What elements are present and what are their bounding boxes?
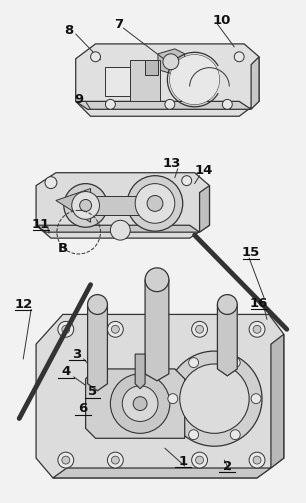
Circle shape bbox=[189, 430, 199, 440]
Text: 8: 8 bbox=[64, 24, 73, 37]
Polygon shape bbox=[130, 60, 160, 102]
Circle shape bbox=[111, 456, 119, 464]
Text: 12: 12 bbox=[14, 298, 32, 311]
Circle shape bbox=[165, 100, 175, 109]
Circle shape bbox=[170, 55, 219, 104]
Circle shape bbox=[196, 456, 203, 464]
Circle shape bbox=[122, 386, 158, 422]
Polygon shape bbox=[86, 369, 185, 438]
Circle shape bbox=[170, 55, 219, 104]
Circle shape bbox=[80, 200, 91, 211]
Circle shape bbox=[107, 452, 123, 468]
Text: 10: 10 bbox=[212, 14, 230, 27]
Circle shape bbox=[253, 325, 261, 333]
Polygon shape bbox=[88, 304, 107, 391]
Text: B: B bbox=[58, 241, 68, 255]
Polygon shape bbox=[271, 334, 284, 468]
Circle shape bbox=[62, 456, 70, 464]
Circle shape bbox=[72, 192, 99, 219]
Circle shape bbox=[180, 364, 249, 433]
Polygon shape bbox=[200, 186, 210, 232]
Polygon shape bbox=[76, 102, 251, 109]
Circle shape bbox=[251, 394, 261, 403]
Polygon shape bbox=[135, 354, 145, 389]
Circle shape bbox=[58, 452, 74, 468]
Circle shape bbox=[133, 397, 147, 410]
Polygon shape bbox=[53, 468, 271, 478]
Text: 7: 7 bbox=[114, 18, 123, 31]
Circle shape bbox=[163, 54, 179, 70]
Circle shape bbox=[91, 52, 100, 62]
Circle shape bbox=[135, 184, 175, 223]
Polygon shape bbox=[251, 57, 259, 109]
Circle shape bbox=[88, 295, 107, 314]
Circle shape bbox=[64, 184, 107, 227]
Circle shape bbox=[127, 176, 183, 231]
Text: 6: 6 bbox=[78, 402, 87, 415]
Circle shape bbox=[45, 177, 57, 189]
Text: 4: 4 bbox=[61, 365, 70, 378]
Polygon shape bbox=[56, 189, 91, 222]
Circle shape bbox=[196, 325, 203, 333]
Text: 15: 15 bbox=[242, 246, 260, 260]
Circle shape bbox=[62, 325, 70, 333]
Polygon shape bbox=[217, 304, 237, 376]
Circle shape bbox=[182, 176, 192, 186]
Circle shape bbox=[167, 351, 262, 446]
Polygon shape bbox=[36, 173, 210, 238]
Polygon shape bbox=[145, 60, 158, 74]
Circle shape bbox=[222, 100, 232, 109]
Circle shape bbox=[168, 394, 178, 403]
Circle shape bbox=[145, 268, 169, 292]
Circle shape bbox=[230, 430, 240, 440]
Circle shape bbox=[253, 456, 261, 464]
Polygon shape bbox=[36, 314, 284, 478]
Text: 9: 9 bbox=[74, 93, 83, 106]
Polygon shape bbox=[158, 49, 185, 74]
Circle shape bbox=[106, 100, 115, 109]
Text: 14: 14 bbox=[194, 164, 213, 177]
Circle shape bbox=[110, 220, 130, 240]
Circle shape bbox=[230, 358, 240, 368]
Polygon shape bbox=[106, 67, 130, 97]
Circle shape bbox=[217, 295, 237, 314]
Circle shape bbox=[192, 452, 207, 468]
Polygon shape bbox=[145, 280, 169, 381]
Circle shape bbox=[249, 321, 265, 337]
Circle shape bbox=[111, 325, 119, 333]
Polygon shape bbox=[86, 196, 155, 215]
Circle shape bbox=[189, 358, 199, 368]
Polygon shape bbox=[36, 225, 200, 232]
Text: 2: 2 bbox=[223, 460, 232, 472]
Polygon shape bbox=[76, 44, 259, 116]
Circle shape bbox=[58, 321, 74, 337]
Text: 1: 1 bbox=[178, 455, 187, 468]
Text: 3: 3 bbox=[72, 348, 81, 361]
Circle shape bbox=[147, 196, 163, 211]
Circle shape bbox=[192, 321, 207, 337]
Text: 16: 16 bbox=[250, 297, 268, 310]
Text: 5: 5 bbox=[88, 385, 97, 398]
Circle shape bbox=[249, 452, 265, 468]
Circle shape bbox=[234, 52, 244, 62]
Text: 11: 11 bbox=[32, 218, 50, 231]
Circle shape bbox=[110, 374, 170, 433]
Text: 13: 13 bbox=[163, 157, 181, 171]
Circle shape bbox=[107, 321, 123, 337]
